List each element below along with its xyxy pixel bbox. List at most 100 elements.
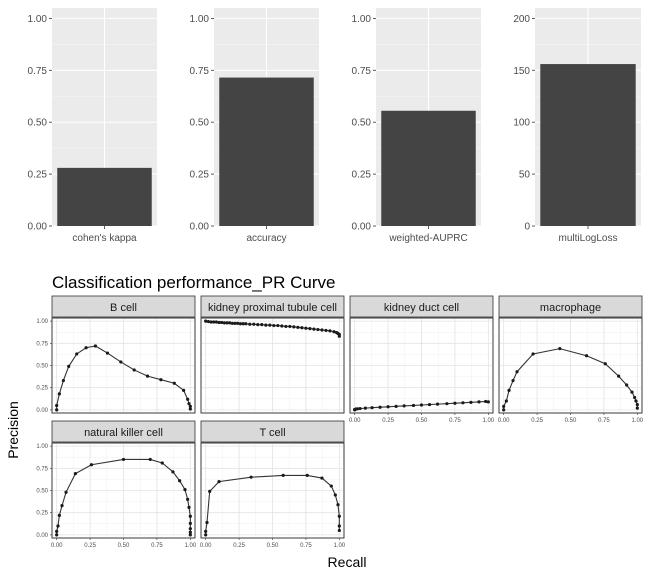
x-tick-label: 0.50: [565, 418, 577, 424]
x-tick-label: 0.25: [382, 418, 394, 424]
x-tick-label: 1.00: [631, 418, 643, 424]
pr-curve-point: [187, 402, 191, 406]
x-tick-label: 0.75: [598, 418, 610, 424]
y-tick-label: 100: [513, 118, 530, 129]
pr-curve-point: [228, 321, 232, 325]
bar-panel-3: 0.00 0.25 0.50 0.75 1.00 weighted-AUPRC: [352, 8, 481, 244]
pr-curve-point: [558, 347, 562, 351]
pr-curve-point: [320, 476, 324, 480]
facet-panel-border: [200, 317, 345, 414]
x-tick-label: 0.25: [531, 418, 543, 424]
y-tick-label: 0.25: [190, 170, 210, 181]
pr-curve-title: Classification performance_PR Curve: [52, 273, 335, 292]
pr-curve-point: [217, 480, 221, 484]
y-tick-label: 0.00: [352, 222, 372, 233]
pr-curve-point: [336, 503, 340, 507]
facet-panel: macrophage 0.00 0.25 0.50 0.75 1.00: [498, 295, 644, 424]
y-tick-label: 0.00: [36, 533, 48, 539]
y-tick-label: 1.00: [36, 319, 48, 325]
pr-curve-point: [249, 475, 253, 479]
pr-curve-point: [584, 354, 589, 358]
y-tick-label: 0.75: [190, 66, 210, 77]
pr-curve-point: [187, 505, 191, 509]
x-category-label: accuracy: [246, 233, 286, 244]
pr-curve-point: [148, 457, 152, 462]
pr-curve-point: [55, 403, 59, 408]
pr-curve-point: [178, 479, 182, 483]
pr-curve-point: [56, 524, 60, 528]
pr-curve-point: [188, 407, 192, 411]
pr-curve-point: [105, 351, 110, 355]
x-tick-label: 0.50: [416, 418, 428, 424]
pr-curve-point: [236, 321, 240, 325]
bar: [381, 110, 476, 226]
facet-strip: [51, 420, 196, 443]
pr-curve-point: [212, 320, 216, 324]
pr-curve-point: [268, 323, 272, 327]
x-axis-title: Recall: [328, 554, 367, 570]
pr-curve-point: [204, 529, 208, 533]
x-tick-label: 0.50: [118, 543, 130, 549]
pr-curve-point: [61, 378, 65, 383]
pr-curve-point: [280, 324, 284, 328]
bar: [540, 64, 636, 226]
y-tick-label: 0.75: [28, 66, 48, 77]
pr-curve-point: [288, 324, 292, 329]
pr-curve-point: [435, 402, 440, 406]
pr-curve-point: [320, 328, 324, 332]
pr-curve-point: [182, 388, 186, 392]
pr-curve-point: [204, 319, 208, 323]
facet-panel: natural killer cell 0.00 0.25 0.50 0.75 1.00 0…: [36, 420, 197, 549]
y-tick-label: 0.50: [36, 489, 48, 495]
pr-curve-point: [75, 352, 79, 356]
y-tick-label: 0.25: [36, 386, 48, 392]
pr-curve-point: [630, 390, 634, 394]
pr-curve-point: [316, 327, 320, 332]
facet-strip: [51, 295, 196, 318]
pr-curve-point: [55, 529, 59, 533]
y-tick-label: 0.25: [36, 511, 48, 517]
x-tick-label: 0.75: [449, 418, 461, 424]
pr-curve-point: [248, 322, 252, 326]
y-tick-label: 0.50: [36, 364, 48, 370]
pr-curve-point: [206, 319, 210, 324]
pr-curve-point: [183, 488, 187, 492]
pr-curve-point: [188, 514, 192, 518]
pr-curve-point: [55, 533, 59, 537]
pr-curve-point: [214, 320, 218, 324]
pr-curve-point: [256, 323, 260, 327]
facet-panel: T cell 0.00 0.25 0.50 0.75 1.00: [200, 420, 346, 549]
pr-curve-point: [469, 400, 473, 404]
pr-curve-point: [209, 320, 213, 324]
y-tick-label: 0.50: [28, 118, 48, 129]
bar-panel-4: 0 50 100 150 200 multiLogLoss: [513, 8, 641, 244]
facet-strip: [200, 295, 345, 318]
pr-curve-point: [159, 378, 163, 382]
pr-curve-point: [204, 533, 208, 537]
x-category-label: cohen's kappa: [72, 233, 137, 244]
pr-curve-point: [252, 322, 256, 326]
pr-curve-point: [300, 326, 304, 330]
pr-curve-point: [292, 325, 296, 329]
y-tick-label: 0.75: [36, 466, 48, 472]
pr-curve-point: [55, 408, 59, 412]
facet-strip: [200, 420, 345, 443]
pr-curve-point: [160, 461, 164, 465]
pr-curve-point: [337, 528, 341, 533]
pr-curve-facets: B cell 0.00 0.25 0.50 0.75 1.00 kidney proxima…: [36, 295, 644, 549]
pr-curve-point: [633, 395, 637, 400]
x-tick-label: 0.25: [233, 543, 245, 549]
y-tick-label: 0.50: [190, 118, 210, 129]
pr-curve-point: [188, 533, 192, 537]
y-tick-label: 0.00: [190, 222, 210, 233]
pr-curve-point: [328, 329, 332, 333]
pr-curve-point: [358, 406, 362, 411]
facet-strip-label: macrophage: [540, 302, 601, 314]
pr-curve-point: [324, 328, 328, 333]
pr-curve-point: [145, 374, 150, 378]
pr-curve-point: [337, 524, 341, 528]
y-tick-label: 1.00: [190, 14, 210, 25]
pr-curve-point: [394, 404, 398, 408]
pr-curve-point: [220, 320, 224, 325]
pr-curve-point: [264, 323, 268, 327]
